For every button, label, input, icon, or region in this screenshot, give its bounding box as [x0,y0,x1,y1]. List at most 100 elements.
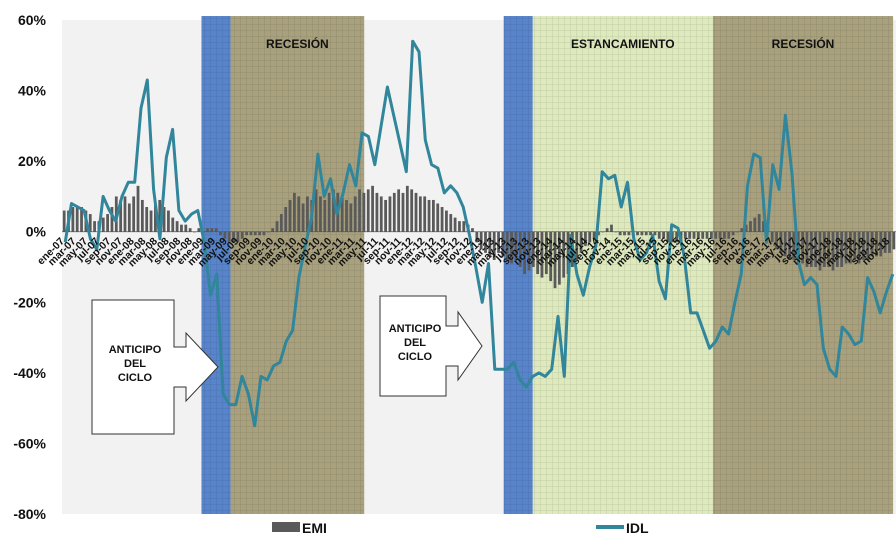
y-tick-label: -20% [13,294,46,310]
emi-bar [536,231,540,275]
emi-bar [518,231,522,267]
region-1 [230,16,365,514]
emi-bar [80,207,83,232]
emi-bar [727,231,731,239]
y-tick-label: -60% [13,435,46,451]
emi-bar [418,196,422,232]
emi-bar [657,231,661,239]
region-labels: RECESIÓN ESTANCAMIENTO RECESIÓN [266,36,834,51]
emi-bar [449,214,453,232]
emi-bar [670,231,674,243]
emi-bars [62,185,896,289]
emi-bar [279,214,283,232]
emi-bar [566,231,570,275]
emi-bar [371,185,374,232]
region-label: RECESIÓN [266,36,329,51]
emi-bar [453,217,457,232]
emi-bar [440,207,444,232]
emi-bar [240,231,244,239]
emi-bar [471,228,474,232]
emi-bar [375,192,379,232]
legend-emi-swatch [272,522,300,532]
callout-text: ANTICIPO [389,323,442,335]
emi-bar [340,196,344,232]
emi-bar [818,231,822,271]
emi-bar [827,231,831,267]
emi-bar [158,199,162,232]
emi-bar [236,231,240,243]
emi-bar [857,231,861,264]
emi-bar [301,203,305,232]
callout-text: CICLO [118,372,153,384]
emi-bar [136,185,140,232]
emi-bar [462,221,466,232]
emi-bar [488,231,492,257]
emi-bar [258,231,262,236]
emi-bar [297,196,301,232]
emi-bar [501,231,505,257]
emi-bar [180,224,183,232]
y-tick-label: 20% [18,153,47,169]
emi-bar [167,210,170,232]
y-axis-ticks: 60% 40% 20% 0% -20% -40% -60% -80% [13,12,46,522]
emi-bar [332,189,335,232]
emi-bar [414,192,418,232]
emi-bar [432,199,435,232]
emi-bar [327,192,331,232]
emi-bar [853,231,857,260]
emi-bar [262,231,266,236]
emi-bar [714,231,718,239]
emi-bar [140,199,144,232]
emi-bar [88,214,92,232]
emi-bar [219,231,222,236]
emi-bar [723,231,726,239]
emi-bar [805,231,809,267]
emi-bar [423,196,427,232]
emi-bar [610,224,613,232]
emi-bar [127,203,131,232]
emi-bar [345,199,348,232]
emi-bar [892,231,896,250]
emi-bar [366,189,370,232]
region-label: RECESIÓN [772,36,835,51]
emi-bar [101,217,105,232]
emi-bar [801,231,804,264]
emi-bar [531,231,535,267]
emi-bar [314,189,318,232]
emi-bar [93,221,96,232]
emi-bar [835,231,839,267]
emi-bar [436,203,440,232]
emi-bar [879,231,883,257]
emi-bar [527,231,531,271]
y-tick-label: 0% [26,224,47,240]
emi-bar [232,231,235,243]
emi-bar [123,196,127,232]
legend: EMI IDL [272,520,649,536]
emi-bar [319,196,322,232]
emi-bar [388,196,392,232]
emi-bar [293,192,296,232]
emi-bar [458,221,461,232]
emi-bar [510,231,513,264]
emi-bar [705,231,709,239]
emi-bar [162,207,166,232]
emi-bar [110,207,114,232]
emi-bar [405,185,409,232]
emi-bar [549,231,553,282]
callout-arrow [91,299,219,435]
emi-bar [653,231,657,236]
emi-bar [288,199,292,232]
emi-bar [775,231,778,250]
emi-bar [666,231,670,243]
emi-bar [497,231,500,253]
emi-bar [862,231,865,260]
emi-bar [475,231,479,243]
emi-bar [575,231,579,260]
emi-bar [227,231,231,243]
emi-bar [636,231,639,236]
emi-bar [675,231,679,243]
callout-1: ANTICIPO DEL CICLO [379,295,483,397]
emi-bar [544,231,548,275]
